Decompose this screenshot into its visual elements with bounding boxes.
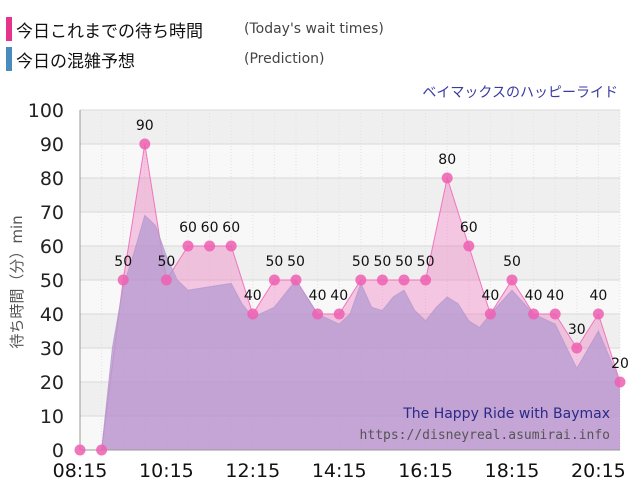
- legend-item-prediction: 今日の混雑予想 (Prediction): [6, 47, 325, 72]
- band: [80, 110, 620, 144]
- data-label: 50: [417, 254, 435, 270]
- data-point: [549, 308, 561, 320]
- legend-swatch-actual: [6, 17, 12, 41]
- y-tick-labels: 0 10 20 30 40 50 60 70 80 90 100: [28, 100, 64, 462]
- data-point: [333, 308, 345, 320]
- data-point: [484, 308, 496, 320]
- data-label: 50: [352, 254, 370, 270]
- data-point: [204, 240, 216, 252]
- data-label: 40: [481, 288, 499, 304]
- watermark-url: https://disneyreal.asumirai.info: [359, 428, 610, 443]
- series-areas: [80, 143, 621, 451]
- data-point: [247, 308, 259, 320]
- prediction-line: [80, 214, 621, 451]
- data-point: [312, 308, 324, 320]
- y-tick-label: 0: [52, 440, 64, 462]
- x-tick-label: 12:15: [225, 460, 280, 482]
- data-label: 80: [438, 152, 456, 168]
- x-tick-label: 08:15: [53, 460, 108, 482]
- data-point: [182, 240, 194, 252]
- y-tick-label: 70: [40, 202, 64, 224]
- y-tick-label: 80: [40, 168, 64, 190]
- data-markers: [74, 138, 626, 456]
- data-point: [441, 172, 453, 184]
- data-label: 50: [157, 254, 175, 270]
- data-point: [420, 274, 432, 286]
- legend-swatch-prediction: [6, 47, 12, 71]
- data-point: [268, 274, 280, 286]
- prediction-area: [80, 215, 620, 450]
- data-label: 50: [265, 254, 283, 270]
- y-tick-label: 30: [40, 338, 64, 360]
- data-label: 40: [330, 288, 348, 304]
- data-label: 30: [568, 322, 586, 338]
- data-point: [225, 240, 237, 252]
- x-tick-label: 14:15: [312, 460, 367, 482]
- data-point: [463, 240, 475, 252]
- data-label: 40: [546, 288, 564, 304]
- x-tick-label: 20:15: [571, 460, 626, 482]
- data-label: 50: [395, 254, 413, 270]
- y-tick-label: 100: [28, 100, 64, 122]
- data-point: [506, 274, 518, 286]
- data-label: 20: [611, 356, 629, 372]
- data-label: 60: [222, 220, 240, 236]
- y-tick-label: 90: [40, 134, 64, 156]
- data-point: [139, 138, 151, 150]
- y-tick-label: 50: [40, 270, 64, 292]
- legend-sub-prediction: (Prediction): [244, 51, 325, 67]
- data-point: [571, 342, 583, 354]
- data-point: [74, 444, 86, 456]
- legend-label-actual: 今日これまでの待ち時間: [16, 21, 203, 42]
- y-axis-label: 待ち時間（分）min: [8, 215, 26, 348]
- data-point: [376, 274, 388, 286]
- data-point: [398, 274, 410, 286]
- band: [80, 178, 620, 212]
- data-label: 90: [136, 118, 154, 134]
- x-tick-label: 16:15: [398, 460, 453, 482]
- legend-label-prediction: 今日の混雑予想: [16, 51, 135, 72]
- data-point: [355, 274, 367, 286]
- y-tick-label: 10: [40, 406, 64, 428]
- y-tick-label: 20: [40, 372, 64, 394]
- data-label: 40: [525, 288, 543, 304]
- data-point: [117, 274, 129, 286]
- y-tick-label: 60: [40, 236, 64, 258]
- data-label: 60: [179, 220, 197, 236]
- axes: [79, 110, 620, 451]
- data-point: [614, 376, 626, 388]
- x-tick-labels: 08:15 10:15 12:15 14:15 16:15 18:15 20:15: [53, 460, 626, 482]
- attraction-name: ベイマックスのハッピーライド: [422, 85, 618, 101]
- watermark-title: The Happy Ride with Baymax: [403, 406, 610, 422]
- legend-sub-actual: (Today's wait times): [244, 21, 384, 37]
- data-label: 40: [244, 288, 262, 304]
- data-point: [528, 308, 540, 320]
- data-label: 50: [503, 254, 521, 270]
- data-label: 50: [373, 254, 391, 270]
- data-label: 40: [589, 288, 607, 304]
- x-tick-label: 10:15: [139, 460, 194, 482]
- data-point: [290, 274, 302, 286]
- data-label: 50: [287, 254, 305, 270]
- band: [80, 212, 620, 246]
- y-tick-label: 40: [40, 304, 64, 326]
- data-point: [96, 444, 108, 456]
- x-tick-label: 18:15: [485, 460, 540, 482]
- data-label: 40: [309, 288, 327, 304]
- band: [80, 144, 620, 178]
- data-label: 50: [114, 254, 132, 270]
- data-label: 60: [201, 220, 219, 236]
- data-point: [592, 308, 604, 320]
- data-point: [160, 274, 172, 286]
- legend-item-actual: 今日これまでの待ち時間 (Today's wait times): [6, 17, 384, 42]
- data-label: 60: [460, 220, 478, 236]
